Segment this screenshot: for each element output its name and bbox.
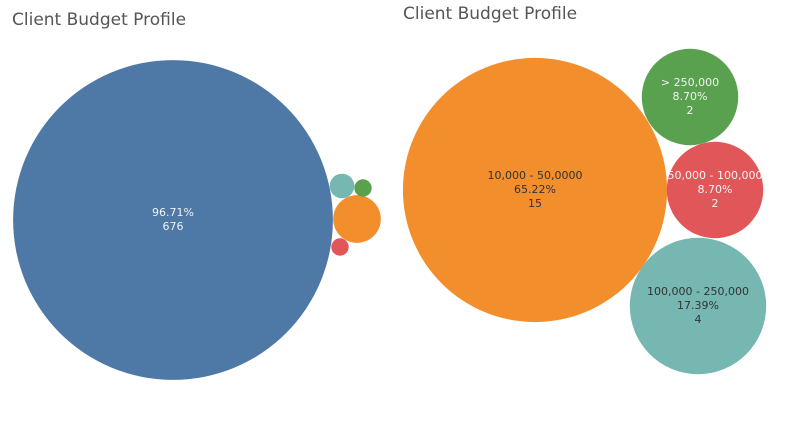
bubble: [331, 238, 349, 256]
bubble: [641, 48, 739, 146]
bubble-value: 4: [695, 313, 702, 326]
chart-title: Client Budget Profile: [12, 10, 186, 30]
bubble-value: 2: [712, 197, 719, 210]
bubble-percent: 8.70%: [698, 183, 733, 196]
bubble: [666, 141, 764, 239]
bubble-percent: 65.22%: [514, 183, 556, 196]
bubble-value: 2: [687, 104, 694, 117]
bubble: [354, 179, 372, 197]
bubble-category: 10,000 - 50,0000: [488, 169, 583, 182]
bubble-category: 100,000 - 250,000: [647, 285, 749, 298]
bubble: [333, 195, 381, 243]
bubble-percent: 17.39%: [677, 299, 719, 312]
bubble: [402, 57, 668, 323]
bubble: [629, 237, 767, 375]
bubble-category: 50,000 - 100,000: [668, 169, 763, 182]
bubble: [13, 60, 333, 380]
bubble-percent: 96.71%: [152, 206, 194, 219]
bubble-category: > 250,000: [661, 76, 719, 89]
bubble-percent: 8.70%: [673, 90, 708, 103]
bubble: [329, 173, 355, 199]
bubble-value: 676: [163, 220, 184, 233]
bubble-value: 15: [528, 197, 542, 210]
chart-title: Client Budget Profile: [403, 4, 577, 24]
